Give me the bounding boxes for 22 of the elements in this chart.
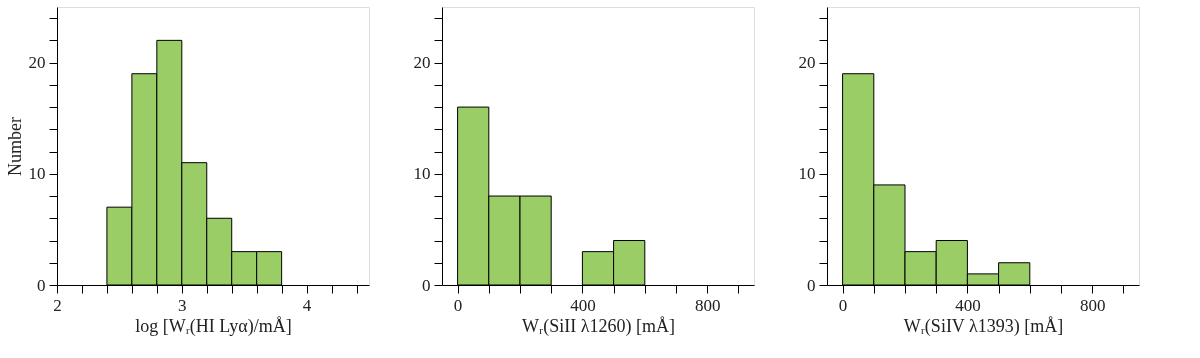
x-tick-label: 400 [955,295,981,315]
y-tick-label: 20 [798,53,816,73]
x-tick-label: 4 [302,295,312,315]
x-axis-title: Wᵣ(SiIV λ1393) [mÅ] [903,315,1064,337]
y-tick-label: 10 [28,164,46,184]
x-tick-label: 0 [838,295,848,315]
x-tick-label: 2 [53,295,62,315]
y-tick-label: 10 [413,164,431,184]
y-tick-label: 0 [422,275,431,295]
x-axis-title: log [Wᵣ(HI Lyα)/mÅ] [135,315,292,337]
x-tick-label: 400 [570,295,596,315]
y-tick-label: 0 [807,275,816,295]
x-tick-label: 800 [1079,295,1106,315]
y-tick-label: 10 [798,164,816,184]
x-tick-label: 3 [178,295,187,315]
y-tick-label: 20 [28,53,46,73]
x-tick-label: 0 [453,295,463,315]
y-tick-label: 0 [37,275,46,295]
x-axis-title: Wᵣ(SiII λ1260) [mÅ] [522,315,675,337]
x-tick-label: 800 [694,295,721,315]
y-tick-label: 20 [413,53,431,73]
y-axis-title: Number [4,117,25,176]
